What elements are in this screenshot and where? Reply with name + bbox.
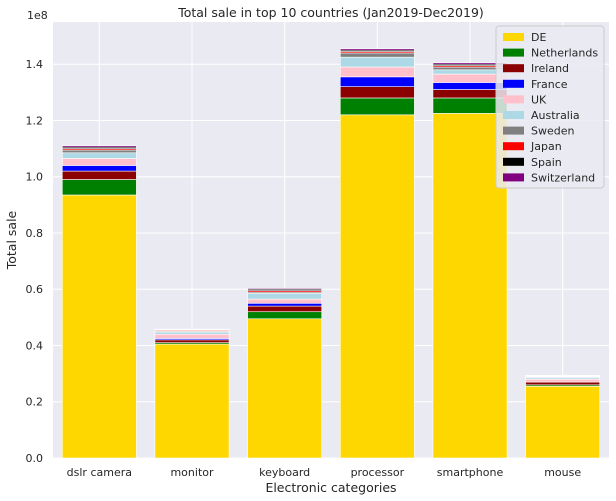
legend-label: DE: [531, 31, 546, 44]
y-offset-label: 1e8: [27, 9, 48, 22]
legend-swatch: [503, 111, 524, 119]
bar-segment: [61, 149, 137, 154]
bar-segment: [247, 305, 323, 313]
legend-swatch: [503, 173, 524, 182]
legend-label: France: [531, 78, 568, 91]
x-axis-label: Electronic categories: [265, 480, 396, 495]
bar-segment: [61, 179, 137, 196]
bar-segment: [339, 56, 415, 68]
bars: [61, 48, 601, 459]
legend-label: Australia: [531, 109, 580, 122]
bar-segment: [247, 293, 323, 300]
y-tick-label: 1.0: [26, 171, 44, 184]
bar-segment: [154, 339, 230, 343]
bar-segment: [247, 311, 323, 320]
bar-segment: [525, 385, 601, 459]
bar-segment: [154, 343, 230, 459]
bar-segment: [339, 86, 415, 99]
bar-segment: [154, 328, 230, 331]
bar-segment: [525, 378, 601, 383]
bar-segment: [339, 76, 415, 87]
bar-segment: [61, 165, 137, 172]
legend-label: Japan: [530, 140, 562, 153]
legend-swatch: [503, 64, 524, 73]
x-tick-label: smartphone: [437, 466, 504, 479]
y-tick-label: 1.2: [26, 114, 44, 127]
legend-label: Switzerland: [531, 171, 595, 184]
bar-segment: [61, 152, 137, 159]
legend-swatch: [503, 48, 524, 57]
legend-swatch: [503, 79, 524, 88]
y-tick-label: 0.0: [26, 452, 44, 465]
y-tick-label: 1.4: [26, 58, 44, 71]
legend-swatch: [503, 142, 524, 151]
legend-label: Netherlands: [531, 47, 598, 60]
bar-segment: [339, 114, 415, 459]
bar-segment: [339, 97, 415, 116]
bar-segment: [154, 331, 230, 335]
x-tick-label: dslr camera: [67, 466, 132, 479]
x-tick-label: processor: [351, 466, 405, 479]
x-axis-ticks: dslr camera monitor keyboard processor smart…: [67, 466, 582, 479]
legend-swatch: [503, 33, 524, 41]
bar-segment: [61, 145, 137, 148]
legend-swatch: [503, 157, 524, 166]
bar-segment: [61, 194, 137, 459]
bar-segment: [154, 333, 230, 339]
legend-label: UK: [531, 93, 547, 106]
y-tick-label: 0.2: [26, 396, 44, 409]
bar-segment: [247, 318, 323, 459]
bar-segment: [339, 66, 415, 78]
legend: DE Netherlands Ireland France UK Australia Swe…: [495, 25, 605, 189]
bar-segment: [339, 52, 415, 58]
legend-label: Sweden: [531, 125, 574, 138]
x-tick-label: keyboard: [259, 466, 310, 479]
bar-segment: [247, 288, 323, 290]
bar-segment: [61, 170, 137, 180]
legend-swatch: [503, 126, 524, 135]
y-tick-label: 0.6: [26, 283, 44, 296]
bar-segment: [247, 302, 323, 307]
y-tick-label: 0.4: [26, 339, 44, 352]
y-tick-label: 0.8: [26, 227, 44, 240]
bar-segment: [525, 381, 601, 386]
bar-segment: [339, 48, 415, 51]
legend-swatch: [503, 95, 524, 104]
y-axis-label: Total sale: [4, 210, 19, 270]
x-tick-label: mouse: [544, 466, 581, 479]
bar-segment: [247, 298, 323, 304]
bar-segment: [61, 158, 137, 166]
legend-label: Spain: [531, 156, 562, 169]
legend-label: Ireland: [531, 62, 569, 75]
bar-segment: [525, 375, 601, 377]
bar-segment: [432, 113, 508, 459]
y-axis-ticks: 0.0 0.2 0.4 0.6 0.8 1.0 1.2 1.4: [26, 58, 44, 465]
chart-title: Total sale in top 10 countries (Jan2019-…: [177, 5, 484, 20]
x-tick-label: monitor: [170, 466, 214, 479]
